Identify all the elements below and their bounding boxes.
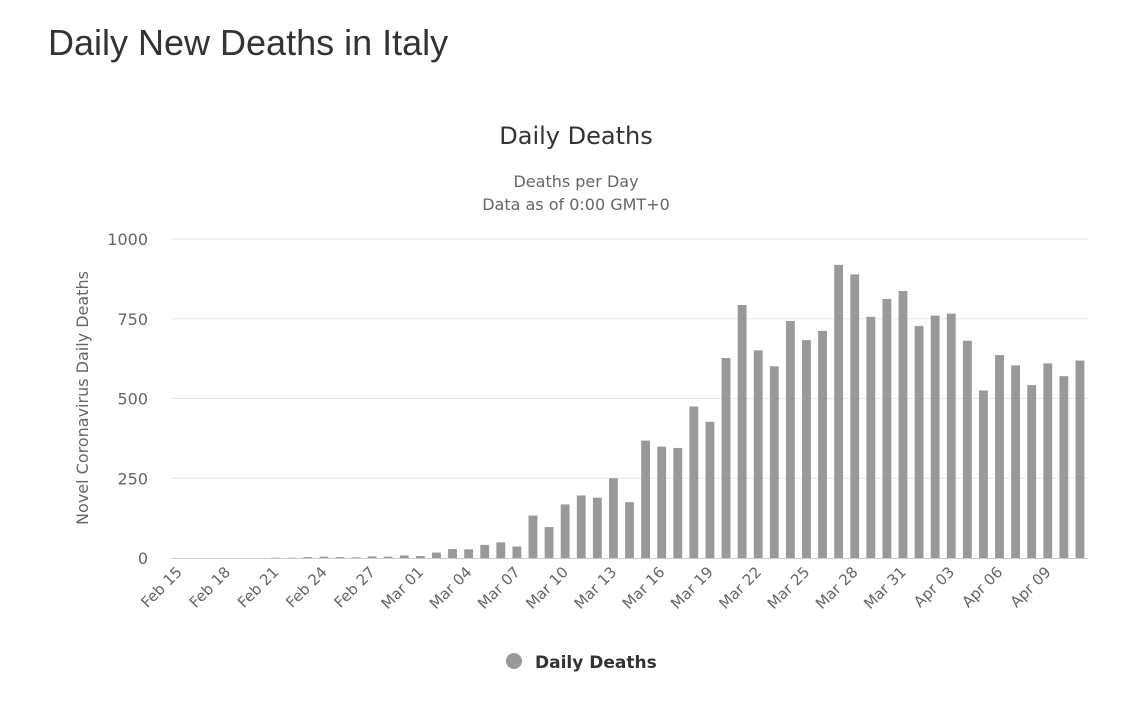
- x-tick-label: Mar 25: [764, 563, 814, 613]
- bar-mar-17[interactable]: [673, 447, 683, 558]
- bar-apr-09[interactable]: [1043, 363, 1053, 558]
- y-tick-label: 0: [138, 549, 148, 568]
- bars: [271, 264, 1085, 558]
- x-tick-label: Mar 22: [715, 563, 765, 613]
- x-tick-label: Feb 15: [137, 563, 185, 611]
- x-tick-label: Mar 31: [860, 563, 910, 613]
- y-axis-ticks: 0 250 500 750 1000: [107, 230, 148, 568]
- x-tick-label: Mar 28: [812, 563, 862, 613]
- x-tick-label: Mar 01: [378, 563, 428, 613]
- bar-mar-08[interactable]: [528, 515, 538, 558]
- y-tick-label: 1000: [107, 230, 148, 249]
- bar-mar-09[interactable]: [544, 527, 554, 558]
- bar-mar-29[interactable]: [866, 316, 876, 558]
- chart-title: Daily Deaths: [499, 122, 652, 150]
- x-tick-label: Mar 04: [426, 563, 476, 613]
- y-tick-label: 750: [117, 310, 148, 329]
- bar-mar-06[interactable]: [496, 542, 506, 558]
- bar-feb-28[interactable]: [383, 556, 393, 558]
- x-tick-label: Mar 16: [619, 563, 669, 613]
- y-axis-title: Novel Coronavirus Daily Deaths: [73, 271, 92, 525]
- bar-mar-24[interactable]: [785, 320, 795, 558]
- bar-apr-11[interactable]: [1075, 360, 1085, 558]
- x-tick-label: Apr 03: [910, 563, 958, 611]
- bar-mar-23[interactable]: [769, 366, 779, 558]
- bar-mar-28[interactable]: [850, 274, 860, 558]
- bar-mar-01[interactable]: [415, 556, 425, 558]
- chart-subtitle-line-1: Deaths per Day: [513, 172, 638, 191]
- bar-mar-16[interactable]: [657, 446, 667, 558]
- bar-feb-23[interactable]: [303, 557, 313, 558]
- bar-mar-22[interactable]: [753, 350, 763, 558]
- bar-mar-13[interactable]: [608, 478, 618, 558]
- bar-apr-10[interactable]: [1059, 376, 1069, 558]
- bar-mar-27[interactable]: [834, 264, 844, 558]
- legend-label: Daily Deaths: [535, 653, 657, 673]
- bar-mar-02[interactable]: [432, 552, 441, 558]
- x-tick-label: Feb 27: [331, 563, 379, 611]
- bar-apr-02[interactable]: [930, 315, 940, 558]
- bar-mar-15[interactable]: [641, 440, 651, 558]
- bar-feb-29[interactable]: [399, 555, 409, 558]
- x-tick-label: Mar 19: [667, 563, 717, 613]
- chart-subtitle-line-2: Data as of 0:00 GMT+0: [482, 195, 670, 214]
- x-tick-label: Mar 07: [474, 563, 524, 613]
- x-tick-label: Mar 13: [571, 563, 621, 613]
- bar-mar-10[interactable]: [560, 504, 570, 558]
- bar-apr-08[interactable]: [1027, 385, 1037, 558]
- bar-mar-20[interactable]: [721, 357, 731, 558]
- bar-mar-03[interactable]: [448, 549, 457, 558]
- bar-mar-25[interactable]: [802, 340, 811, 558]
- x-tick-label: Feb 18: [186, 563, 234, 611]
- x-tick-label: Apr 09: [1007, 563, 1055, 611]
- bar-mar-31[interactable]: [898, 290, 908, 558]
- bar-feb-24[interactable]: [319, 556, 329, 558]
- x-tick-label: Feb 24: [282, 563, 330, 611]
- bar-apr-06[interactable]: [995, 355, 1004, 558]
- x-tick-label: Apr 06: [958, 563, 1006, 611]
- y-tick-label: 250: [117, 469, 148, 488]
- page-title: Daily New Deaths in Italy: [48, 22, 449, 63]
- bar-mar-04[interactable]: [464, 549, 474, 558]
- bar-feb-25[interactable]: [335, 557, 345, 558]
- bar-mar-11[interactable]: [576, 495, 586, 558]
- bar-mar-12[interactable]: [592, 497, 602, 558]
- legend-marker: [506, 653, 522, 669]
- bar-apr-05[interactable]: [979, 390, 988, 558]
- x-tick-label: Mar 10: [522, 563, 572, 613]
- bar-mar-18[interactable]: [689, 406, 699, 558]
- legend[interactable]: Daily Deaths: [506, 653, 657, 673]
- bar-mar-05[interactable]: [480, 544, 490, 558]
- bar-apr-01[interactable]: [914, 326, 924, 558]
- bar-mar-07[interactable]: [512, 546, 522, 558]
- bar-apr-07[interactable]: [1011, 365, 1021, 558]
- bar-apr-03[interactable]: [946, 313, 956, 558]
- bar-mar-30[interactable]: [882, 298, 892, 558]
- bar-mar-14[interactable]: [625, 502, 634, 558]
- bar-mar-26[interactable]: [818, 330, 827, 558]
- y-tick-label: 500: [117, 390, 148, 409]
- bar-mar-21[interactable]: [737, 305, 747, 558]
- bar-mar-19[interactable]: [705, 421, 715, 558]
- bar-apr-04[interactable]: [962, 340, 972, 558]
- bar-feb-27[interactable]: [367, 556, 377, 558]
- bar-feb-26[interactable]: [351, 557, 361, 558]
- x-tick-label: Feb 21: [234, 563, 282, 611]
